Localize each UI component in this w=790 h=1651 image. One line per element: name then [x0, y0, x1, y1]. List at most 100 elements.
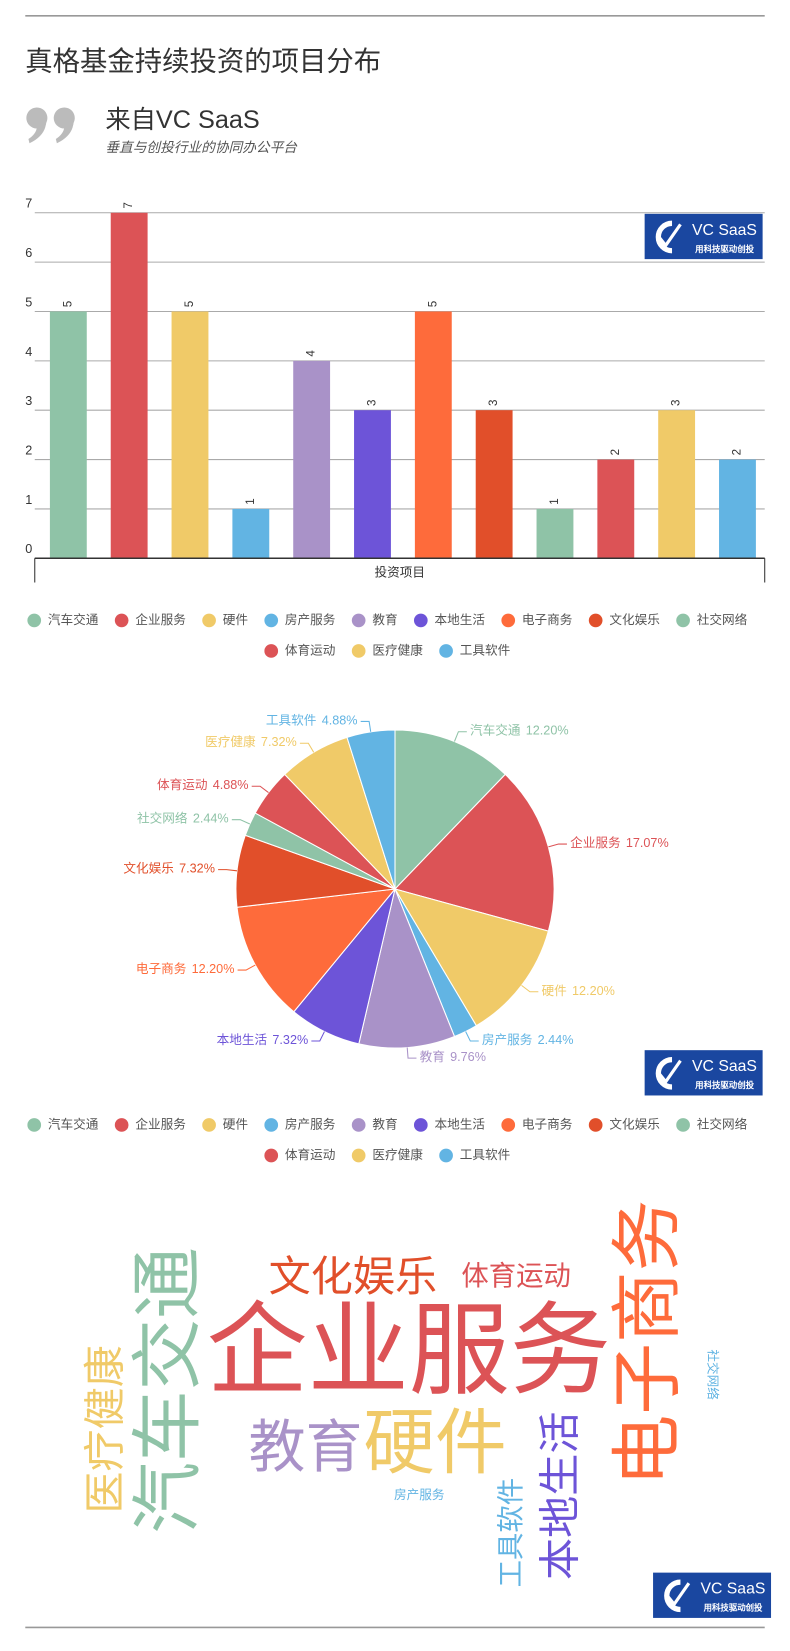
- legend-swatch: [588, 613, 603, 628]
- pie-label: 文化娱乐 7.32%: [123, 862, 215, 876]
- pie-label: 教育 9.76%: [420, 1049, 486, 1064]
- pie-label-name: 医疗健康: [205, 735, 256, 750]
- bar: [414, 311, 452, 559]
- word: 社交网络: [706, 1349, 721, 1400]
- pie-label-value: 4.88%: [322, 714, 358, 728]
- legend-label: 社交网络: [697, 1116, 748, 1131]
- word: 教育: [249, 1417, 363, 1480]
- legend-label: 教育: [372, 612, 397, 627]
- watermark-name: VC SaaS: [692, 222, 757, 239]
- legend-label: 工具软件: [460, 1148, 511, 1162]
- bar: [536, 508, 574, 559]
- leader-line: [453, 731, 467, 742]
- subtitle: 垂直与创投行业的协同办公平台: [105, 140, 298, 155]
- y-tick-label: 3: [25, 394, 32, 408]
- legend-swatch: [264, 613, 279, 628]
- legend-label: 教育: [372, 1116, 397, 1131]
- pie-label-name: 企业服务: [570, 835, 621, 850]
- legend-swatch: [439, 1148, 453, 1163]
- pie-slice: [394, 773, 555, 932]
- value-label: 1: [549, 498, 561, 504]
- leader-line: [299, 742, 315, 753]
- word: 硬件: [363, 1403, 506, 1483]
- word: 本地生活: [537, 1411, 584, 1579]
- pie-label-name: 教育: [420, 1049, 445, 1064]
- pie-label-name: 体育运动: [157, 778, 208, 793]
- legend-swatch: [114, 613, 129, 628]
- watermark-check: [656, 1059, 682, 1085]
- legend-swatch: [676, 613, 690, 628]
- bar: [293, 360, 331, 559]
- leader-line: [406, 1047, 417, 1059]
- bar: [597, 459, 635, 559]
- leader-line: [311, 1031, 325, 1042]
- pie-label: 医疗健康 7.32%: [205, 735, 297, 750]
- bar: [110, 212, 148, 559]
- y-tick-label: 7: [25, 197, 32, 211]
- y-tick-label: 6: [25, 246, 32, 260]
- bar: [232, 508, 270, 559]
- value-label: 2: [732, 449, 744, 455]
- source: 来自VC SaaS: [105, 106, 259, 134]
- pie-label: 本地生活 7.32%: [217, 1033, 309, 1047]
- pie-label-value: 7.32%: [179, 862, 215, 876]
- watermark: VC SaaS 用科技驱动创投: [653, 1572, 772, 1618]
- pie-label-value: 12.20%: [192, 962, 235, 976]
- pie-label: 汽车交通 12.20%: [470, 723, 569, 738]
- value-label: 3: [367, 400, 379, 406]
- legend-label: 房产服务: [285, 1116, 336, 1131]
- pie-label-value: 4.88%: [213, 779, 249, 793]
- pie-label: 房产服务 2.44%: [482, 1032, 574, 1047]
- legend-label: 工具软件: [460, 643, 511, 657]
- value-label: 4: [306, 350, 318, 357]
- pie-label-value: 12.20%: [572, 984, 615, 998]
- watermark-name: VC SaaS: [692, 1058, 757, 1075]
- value-label: 7: [123, 202, 135, 208]
- legend-swatch: [439, 644, 453, 658]
- y-tick-label: 5: [25, 295, 32, 309]
- legend-swatch: [413, 613, 428, 628]
- y-tick-label: 2: [25, 443, 32, 457]
- watermark-bg: [644, 213, 763, 260]
- pie-label-name: 工具软件: [266, 714, 317, 728]
- legend-swatch: [413, 1118, 428, 1132]
- y-tick-label: 0: [25, 542, 32, 556]
- legend-label: 硬件: [223, 613, 249, 627]
- pie-label-value: 2.44%: [538, 1033, 574, 1047]
- watermark: VC SaaS 用科技驱动创投: [644, 213, 763, 260]
- pie-label: 社交网络 2.44%: [137, 811, 229, 826]
- legend-swatch: [27, 1118, 42, 1132]
- leader-line: [360, 720, 372, 732]
- legend-swatch: [676, 1118, 690, 1132]
- watermark-check: [656, 223, 682, 249]
- legend-label: 房产服务: [285, 612, 336, 627]
- pie-label-name: 社交网络: [137, 811, 188, 826]
- y-tick-label: 1: [25, 493, 32, 507]
- word: 文化娱乐: [269, 1253, 438, 1300]
- legend-label: 体育运动: [285, 642, 336, 657]
- legend-label: 本地生活: [434, 1117, 485, 1131]
- pie-slice: [236, 888, 397, 1013]
- value-label: 3: [671, 400, 683, 406]
- pie-label: 电子商务 12.20%: [136, 961, 235, 976]
- legend-label: 医疗健康: [372, 1147, 423, 1162]
- legend-swatch: [264, 644, 279, 658]
- legend-swatch: [351, 1118, 366, 1132]
- pie-label-name: 文化娱乐: [123, 862, 174, 876]
- quote-icon: [26, 107, 75, 144]
- word: 医疗健康: [82, 1345, 129, 1514]
- pie-label-name: 电子商务: [136, 961, 187, 976]
- legend-label: 企业服务: [135, 1116, 186, 1131]
- legend-label: 汽车交通: [48, 1116, 99, 1131]
- value-label: 5: [427, 301, 439, 307]
- legend-label: 本地生活: [434, 613, 485, 627]
- leader-line: [548, 843, 567, 848]
- word: 汽车交通: [129, 1247, 209, 1533]
- bar: [658, 410, 696, 559]
- pie-label-name: 房产服务: [482, 1032, 533, 1047]
- legend-swatch: [351, 644, 366, 658]
- pie-label-value: 9.76%: [450, 1050, 486, 1064]
- bar: [171, 311, 209, 559]
